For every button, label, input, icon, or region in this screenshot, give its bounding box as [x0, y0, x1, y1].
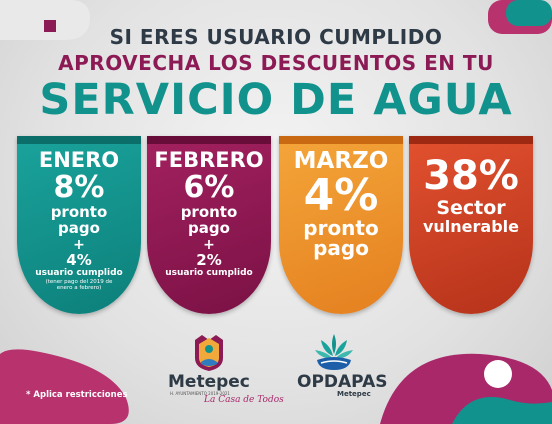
- card-discount-label: pronto pago: [180, 203, 238, 237]
- opdapas-logo-name: OPDAPAS: [297, 372, 388, 392]
- card-vulnerable-sector: 38% Sector vulnerable: [409, 136, 533, 314]
- card-discount-label: pronto pago: [303, 216, 379, 260]
- card-extra-label: usuario cumplido: [35, 268, 123, 278]
- opdapas-logo-subtitle: Metepec: [337, 390, 371, 398]
- card-discount: 6%: [183, 170, 235, 205]
- corner-shape-top-right: [488, 0, 552, 34]
- card-extra-label: usuario cumplido: [165, 268, 253, 278]
- card-note: (tener pago del 2019 de enero a febrero): [45, 279, 113, 291]
- card-discount: 4%: [303, 170, 379, 221]
- corner-shape-top-left: [0, 0, 90, 40]
- headline-title: SERVICIO DE AGUA: [39, 75, 513, 125]
- card-month: FEBRERO: [154, 148, 264, 172]
- card-plus: +: [203, 237, 215, 253]
- card-discount-label: Sector: [436, 197, 506, 219]
- metepec-logo-tagline: H. AYUNTAMIENTO 2019-2021: [170, 391, 230, 396]
- metepec-logo-slogan: La Casa de Todos: [204, 395, 284, 405]
- card-february: FEBRERO 6% pronto pago + 2% usuario cump…: [147, 136, 271, 314]
- card-month: ENERO: [38, 148, 120, 172]
- restriction-note: * Aplica restricciones: [26, 390, 128, 400]
- card-january: ENERO 8% pronto pago + 4% usuario cumpli…: [17, 136, 141, 314]
- headline-line-1: SI ERES USUARIO CUMPLIDO: [109, 25, 443, 49]
- card-extra-label: vulnerable: [422, 217, 520, 236]
- card-discount: 8%: [53, 170, 105, 205]
- card-discount: 38%: [423, 153, 519, 199]
- card-top-band: [17, 136, 141, 144]
- metepec-logo-name: Metepec: [168, 372, 250, 392]
- card-plus: +: [73, 237, 85, 253]
- corner-shape-bottom-right: [380, 353, 552, 424]
- corner-shape-bottom-left: [0, 349, 129, 424]
- card-month: MARZO: [293, 148, 389, 174]
- metepec-logo-icon: [195, 335, 223, 371]
- card-extra-discount: 4%: [66, 251, 92, 269]
- card-top-band: [409, 136, 533, 144]
- card-discount-label: pronto pago: [50, 203, 108, 237]
- opdapas-logo-icon: [315, 334, 353, 370]
- card-top-band: [279, 136, 403, 144]
- card-extra-discount: 2%: [196, 251, 222, 269]
- card-top-band: [147, 136, 271, 144]
- headline-line-2: APROVECHA LOS DESCUENTOS EN TU: [58, 51, 494, 75]
- card-march: MARZO 4% pronto pago: [279, 136, 403, 314]
